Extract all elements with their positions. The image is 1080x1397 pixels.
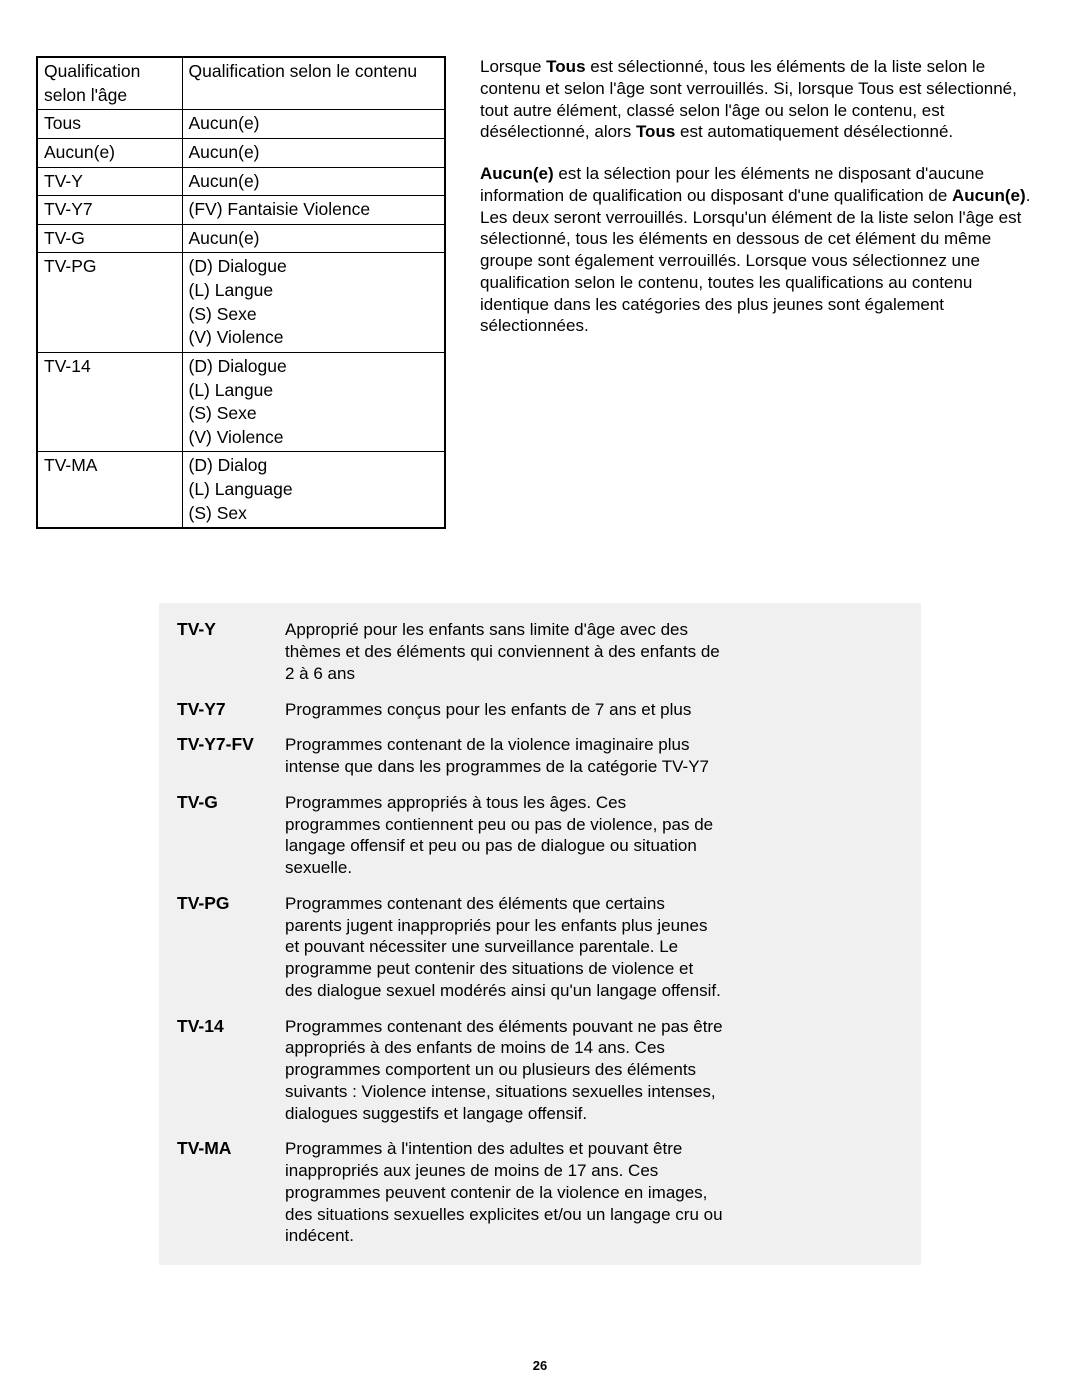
cell: Aucun(e) bbox=[182, 167, 445, 196]
rating-row: TV-MA Programmes à l'intention des adult… bbox=[177, 1138, 903, 1247]
rating-label: TV-G bbox=[177, 792, 285, 879]
description-text: Lorsque Tous est sélectionné, tous les é… bbox=[480, 56, 1044, 357]
rating-label: TV-MA bbox=[177, 1138, 285, 1247]
text: Lorsque bbox=[480, 57, 546, 76]
rating-description: Programmes conçus pour les enfants de 7 … bbox=[285, 699, 691, 721]
top-section: Qualification selon l'âge Qualification … bbox=[36, 56, 1044, 529]
rating-description: Programmes à l'intention des adultes et … bbox=[285, 1138, 725, 1247]
text: . Les deux seront verrouillés. Lorsqu'un… bbox=[480, 186, 1030, 336]
rating-label: TV-14 bbox=[177, 1016, 285, 1125]
rating-row: TV-Y7 Programmes conçus pour les enfants… bbox=[177, 699, 903, 721]
rating-label: TV-Y7-FV bbox=[177, 734, 285, 778]
cell-multiline: (D) Dialog (L) Language (S) Sex bbox=[182, 452, 445, 528]
page-number: 26 bbox=[0, 1358, 1080, 1373]
rating-label: TV-Y7 bbox=[177, 699, 285, 721]
rating-row: TV-Y Approprié pour les enfants sans lim… bbox=[177, 619, 903, 684]
cell: TV-Y bbox=[37, 167, 182, 196]
header-cell-content: Qualification selon le contenu bbox=[182, 57, 445, 110]
rating-row: TV-Y7-FV Programmes contenant de la viol… bbox=[177, 734, 903, 778]
rating-label: TV-Y bbox=[177, 619, 285, 684]
paragraph-1: Lorsque Tous est sélectionné, tous les é… bbox=[480, 56, 1044, 143]
qualification-table: Qualification selon l'âge Qualification … bbox=[36, 56, 446, 529]
cell: Aucun(e) bbox=[37, 138, 182, 167]
text: est la sélection pour les éléments ne di… bbox=[480, 164, 984, 205]
table-header-row: Qualification selon l'âge Qualification … bbox=[37, 57, 445, 110]
cell: TV-G bbox=[37, 224, 182, 253]
table-row: Tous Aucun(e) bbox=[37, 110, 445, 139]
bold-text: Tous bbox=[546, 57, 585, 76]
paragraph-2: Aucun(e) est la sélection pour les éléme… bbox=[480, 163, 1044, 337]
table-row: TV-MA (D) Dialog (L) Language (S) Sex bbox=[37, 452, 445, 528]
table-row: TV-Y Aucun(e) bbox=[37, 167, 445, 196]
bold-text: Aucun(e) bbox=[480, 164, 554, 183]
cell-multiline: (D) Dialogue (L) Langue (S) Sexe (V) Vio… bbox=[182, 352, 445, 452]
rating-row: TV-14 Programmes contenant des éléments … bbox=[177, 1016, 903, 1125]
table-row: TV-Y7 (FV) Fantaisie Violence bbox=[37, 196, 445, 225]
rating-description: Programmes contenant de la violence imag… bbox=[285, 734, 725, 778]
rating-description: Approprié pour les enfants sans limite d… bbox=[285, 619, 725, 684]
cell: TV-Y7 bbox=[37, 196, 182, 225]
rating-description: Programmes contenant des éléments pouvan… bbox=[285, 1016, 725, 1125]
cell: TV-14 bbox=[37, 352, 182, 452]
rating-description: Programmes contenant des éléments que ce… bbox=[285, 893, 725, 1002]
rating-label: TV-PG bbox=[177, 893, 285, 1002]
rating-row: TV-G Programmes appropriés à tous les âg… bbox=[177, 792, 903, 879]
cell: TV-MA bbox=[37, 452, 182, 528]
cell-multiline: (D) Dialogue (L) Langue (S) Sexe (V) Vio… bbox=[182, 253, 445, 353]
cell: Aucun(e) bbox=[182, 224, 445, 253]
cell: Aucun(e) bbox=[182, 110, 445, 139]
cell: TV-PG bbox=[37, 253, 182, 353]
rating-description: Programmes appropriés à tous les âges. C… bbox=[285, 792, 725, 879]
cell: (FV) Fantaisie Violence bbox=[182, 196, 445, 225]
table-row: Aucun(e) Aucun(e) bbox=[37, 138, 445, 167]
bold-text: Tous bbox=[636, 122, 675, 141]
page-content: Qualification selon l'âge Qualification … bbox=[0, 0, 1080, 1265]
table-row: TV-14 (D) Dialogue (L) Langue (S) Sexe (… bbox=[37, 352, 445, 452]
cell: Aucun(e) bbox=[182, 138, 445, 167]
table-row: TV-G Aucun(e) bbox=[37, 224, 445, 253]
bold-text: Aucun(e) bbox=[952, 186, 1026, 205]
text: est automatiquement désélectionné. bbox=[675, 122, 953, 141]
cell: Tous bbox=[37, 110, 182, 139]
header-cell-age: Qualification selon l'âge bbox=[37, 57, 182, 110]
ratings-definitions-box: TV-Y Approprié pour les enfants sans lim… bbox=[159, 603, 921, 1265]
rating-row: TV-PG Programmes contenant des éléments … bbox=[177, 893, 903, 1002]
table-row: TV-PG (D) Dialogue (L) Langue (S) Sexe (… bbox=[37, 253, 445, 353]
